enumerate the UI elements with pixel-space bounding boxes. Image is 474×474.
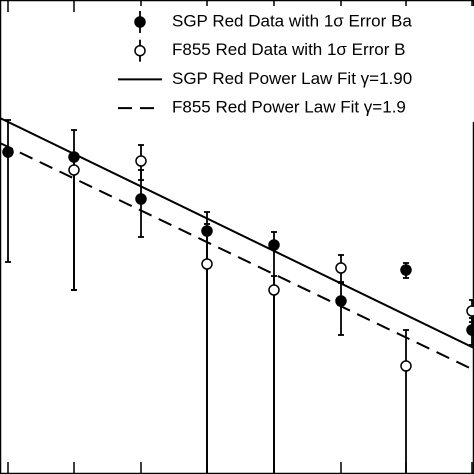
data-point: [466, 324, 474, 336]
data-point: [135, 155, 147, 167]
legend-bg: [112, 6, 474, 122]
data-point: [466, 305, 474, 317]
data-point: [400, 360, 412, 372]
fit-line: [0, 117, 474, 349]
data-point: [400, 264, 412, 276]
legend-marker: [134, 44, 146, 57]
data-point: [201, 258, 213, 270]
legend-label: SGP Red Power Law Fit γ=1.90: [172, 69, 412, 88]
legend-marker: [134, 16, 146, 28]
data-point: [135, 193, 147, 205]
legend-label: F855 Red Data with 1σ Error B: [172, 40, 405, 59]
data-point: [335, 262, 347, 274]
fit-line: [0, 142, 474, 371]
legend-label: F855 Red Power Law Fit γ=1.9: [172, 98, 406, 117]
data-point: [268, 284, 280, 296]
legend-label: SGP Red Data with 1σ Error Ba: [172, 11, 412, 30]
data-point: [68, 164, 80, 176]
